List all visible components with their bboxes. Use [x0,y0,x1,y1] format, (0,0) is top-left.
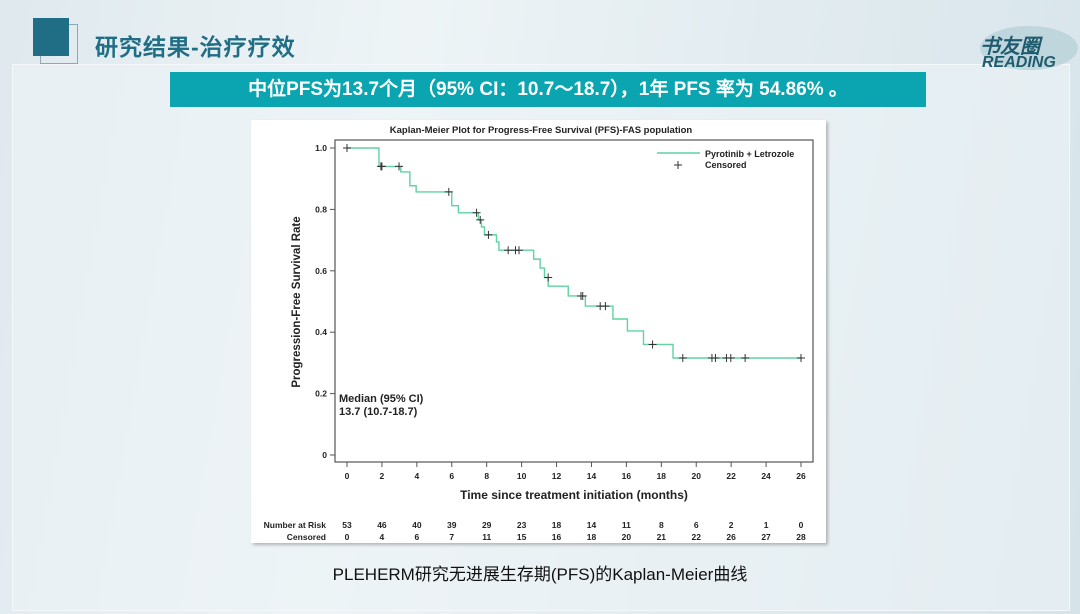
censor-marker [678,353,687,362]
risk-censored-value: 11 [482,532,491,542]
risk-censored-value: 7 [449,532,454,542]
censor-marker [514,246,523,255]
risk-at-risk-value: 18 [552,520,562,530]
censor-marker [726,353,735,362]
risk-censored-value: 28 [796,532,806,542]
censor-marker [472,208,481,217]
risk-at-risk-value: 23 [517,520,527,530]
x-tick-label: 16 [622,471,632,481]
risk-censored-value: 22 [691,532,701,542]
risk-at-risk-value: 6 [694,520,699,530]
legend-censor-marker [674,161,682,169]
median-label: Median (95% CI) [339,393,424,405]
risk-at-risk-value: 14 [587,520,597,530]
censor-marker [797,353,805,362]
censor-marker [444,187,453,196]
censor-marker [741,353,750,362]
risk-label-at-risk: Number at Risk [264,520,327,530]
page-title: 研究结果-治疗疗效 [95,34,296,60]
risk-label-censored: Censored [287,532,326,542]
logo: 书友圈 READING [968,14,1080,76]
y-tick-label: 0 [322,450,327,460]
censor-marker [484,230,493,239]
risk-at-risk-value: 29 [482,520,492,530]
logo-ellipse [980,26,1078,70]
logo-cn-text: 书友圈 [980,36,1040,58]
x-tick-label: 18 [657,471,667,481]
x-tick-label: 2 [380,471,385,481]
x-tick-label: 20 [691,471,701,481]
figure-caption: PLEHERM研究无进展生存期(PFS)的Kaplan-Meier曲线 [332,565,748,584]
censor-marker [504,246,513,255]
title-decoration-icon [33,18,69,56]
x-tick-label: 10 [517,471,527,481]
x-tick-label: 14 [587,471,597,481]
y-tick-label: 0.2 [315,389,327,399]
censor-marker [578,291,587,300]
censor-marker [711,353,720,362]
x-tick-label: 26 [796,471,806,481]
censor-marker [648,340,657,349]
censor-marker [476,215,485,224]
risk-at-risk-value: 40 [412,520,422,530]
risk-at-risk-value: 8 [659,520,664,530]
risk-censored-value: 27 [761,532,771,542]
risk-at-risk-value: 11 [622,520,631,530]
km-chart-svg: Kaplan-Meier Plot for Progress-Free Surv… [264,125,814,542]
y-tick-label: 1.0 [315,143,327,153]
censor-marker [601,302,610,311]
legend-censored-label: Censored [705,160,747,170]
x-axis-label: Time since treatment initiation (months) [460,488,688,502]
censor-marker [395,162,404,171]
chart-title: Kaplan-Meier Plot for Progress-Free Surv… [390,125,693,136]
risk-censored-value: 15 [517,532,527,542]
summary-banner: 中位PFS为13.7个月（95% CI：10.7～18.7），1年 PFS 率为… [170,72,926,107]
km-chart: Kaplan-Meier Plot for Progress-Free Surv… [251,120,826,543]
plot-frame [334,139,814,463]
risk-censored-value: 26 [726,532,736,542]
y-tick-label: 0.8 [315,204,327,214]
median-value: 13.7 (10.7-18.7) [339,406,418,418]
x-tick-label: 8 [484,471,489,481]
x-tick-label: 22 [726,471,736,481]
y-tick-label: 0.6 [315,266,327,276]
x-tick-label: 4 [414,471,419,481]
risk-censored-value: 21 [657,532,667,542]
risk-censored-value: 4 [380,532,385,542]
risk-at-risk-value: 53 [342,520,352,530]
x-tick-label: 12 [552,471,562,481]
risk-censored-value: 0 [345,532,350,542]
risk-at-risk-value: 46 [377,520,387,530]
x-tick-label: 6 [449,471,454,481]
logo-en-text: READING [982,54,1056,71]
y-axis-label: Progression-Free Survival Rate [291,216,303,387]
risk-censored-value: 6 [414,532,419,542]
y-tick-label: 0.4 [315,327,327,337]
risk-at-risk-value: 1 [764,520,769,530]
censor-marker [343,144,351,152]
risk-censored-value: 18 [587,532,597,542]
censor-marker [544,273,553,282]
risk-at-risk-value: 2 [729,520,734,530]
risk-at-risk-value: 39 [447,520,457,530]
x-tick-label: 0 [345,471,350,481]
km-curve [347,147,801,359]
risk-at-risk-value: 0 [799,520,804,530]
risk-censored-value: 16 [552,532,562,542]
x-tick-label: 24 [761,471,771,481]
risk-censored-value: 20 [622,532,632,542]
censor-marker [377,162,386,171]
legend-series-label: Pyrotinib + Letrozole [705,149,794,159]
